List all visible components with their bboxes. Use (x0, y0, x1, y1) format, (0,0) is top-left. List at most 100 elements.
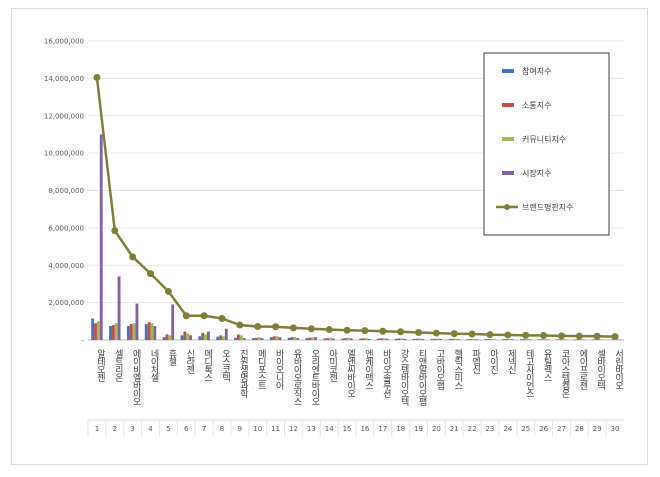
bar (448, 339, 452, 340)
bar (394, 338, 398, 340)
x-rank-label: 8 (220, 425, 224, 433)
bar (216, 336, 220, 340)
x-category-label: 진원생명과학 (238, 349, 248, 399)
legend-label: 커뮤니티지수 (522, 134, 566, 144)
bar (433, 338, 437, 340)
y-tick-label: 12,000,000 (44, 112, 84, 120)
x-category-label: 오리엔트바이오 (309, 349, 319, 405)
line-point (432, 329, 440, 337)
x-rank-label: 17 (378, 425, 387, 433)
x-rank-label: 20 (432, 425, 441, 433)
bar (132, 323, 136, 340)
bar (117, 276, 121, 340)
x-rank-label: 14 (325, 425, 334, 433)
bar (129, 324, 133, 340)
bar (278, 337, 282, 340)
x-category-label: 에이비엘바이오 (131, 349, 141, 405)
x-category-label: 에이프로젠 (577, 349, 587, 390)
bar (290, 337, 294, 340)
legend-swatch (502, 103, 514, 107)
x-category-label: 강스템바이오텍 (399, 349, 409, 407)
legend-label: 시장지수 (522, 168, 551, 178)
y-tick-label: - (81, 337, 84, 345)
bar (341, 338, 345, 340)
bar (362, 338, 365, 340)
x-rank-label: 6 (184, 425, 189, 433)
y-tick-label: 10,000,000 (44, 150, 84, 158)
chart: - 2,000,000 4,000,000 6,000,000 8,000,000 10,… (44, 38, 624, 437)
bar (347, 337, 350, 340)
bar (162, 337, 166, 340)
x-rank-label: 22 (468, 425, 477, 433)
bar (573, 339, 577, 340)
x-category-label: 파멥신 (470, 349, 480, 374)
x-axis-labels: 알테오젠 셀트리온 에이비엘바이오 네이처셀 휴젤 신라젠 메디톡스 오스코텍 진원생명과학 메디… (95, 349, 623, 407)
bar (591, 339, 595, 340)
bar (114, 323, 118, 340)
line-point (450, 330, 458, 338)
x-category-label: 아미코젠 (327, 349, 337, 382)
y-axis-ticks: - 2,000,000 4,000,000 6,000,000 8,000,000 10,… (44, 38, 85, 345)
bar (490, 338, 493, 340)
x-category-label: 휴젤 (166, 349, 176, 366)
x-rank-label: 7 (202, 425, 206, 433)
x-category-label: 메디톡스 (202, 349, 212, 381)
bar (96, 321, 100, 340)
bar (147, 322, 151, 340)
x-category-label: 코아스템켐온 (559, 349, 569, 398)
x-category-label: 바이오니아 (274, 349, 284, 391)
x-rank-label: 5 (166, 425, 170, 433)
x-rank-label: 24 (503, 425, 512, 433)
x-category-label: 서린바이오 (613, 349, 623, 389)
bar (397, 338, 401, 340)
bar (252, 338, 255, 340)
x-category-label: 엘앤씨바이오 (345, 349, 355, 397)
bar (296, 338, 300, 340)
bar (198, 336, 202, 340)
bar (323, 338, 327, 340)
bar (367, 338, 371, 340)
bar (403, 338, 407, 340)
bar (254, 337, 258, 340)
x-rank-label: 25 (521, 425, 530, 433)
line-point (325, 326, 333, 334)
x-category-label: 고바이오랩 (434, 349, 444, 390)
legend-swatch (502, 137, 514, 141)
line-point (415, 329, 423, 337)
bar (520, 339, 523, 340)
x-category-label: 신라젠 (184, 349, 194, 374)
bar (308, 337, 312, 340)
x-rank-label: 23 (486, 425, 495, 433)
bar (528, 339, 532, 340)
y-tick-label: 6,000,000 (48, 224, 84, 232)
bar (234, 337, 238, 340)
bar (204, 334, 207, 340)
line-point (593, 332, 601, 340)
bar (359, 338, 363, 340)
x-axis-ranks: 1 2 3 4 5 6 7 8 9 10 11 12 13 14 15 16 17 18 19 20 21 22 23 24 2… (87, 419, 624, 437)
bar (183, 331, 187, 340)
bar (165, 334, 169, 340)
bar (561, 339, 565, 340)
bar (293, 337, 297, 340)
bar (537, 339, 541, 340)
bar (206, 331, 210, 340)
x-category-label: 제넥신 (506, 349, 516, 374)
line-point (147, 270, 155, 278)
bar (91, 318, 95, 340)
legend-label: 참여지수 (522, 66, 551, 76)
line-point (111, 227, 119, 235)
bar (502, 339, 506, 340)
x-rank-label: 13 (307, 425, 316, 433)
y-tick-label: 8,000,000 (48, 187, 84, 195)
line-point (129, 253, 137, 261)
bar (326, 338, 330, 340)
line-point (611, 333, 619, 341)
bar (311, 337, 315, 340)
x-category-label: 엔케이맥스 (363, 349, 373, 389)
x-rank-label: 12 (289, 425, 298, 433)
x-rank-label: 29 (593, 425, 602, 433)
legend-label: 소통지수 (522, 101, 551, 110)
bar (439, 338, 443, 340)
line-point (236, 321, 244, 329)
